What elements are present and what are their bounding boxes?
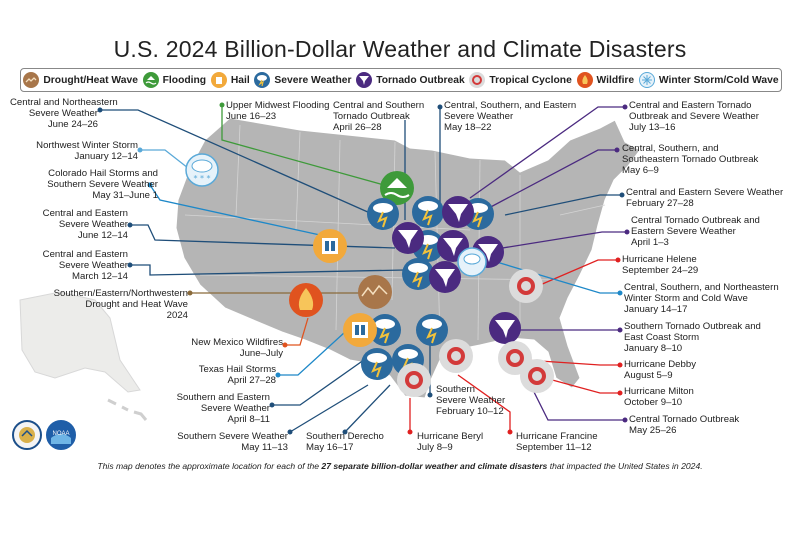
winter-storm-icon (457, 247, 487, 277)
label-colorado-hail: Colorado Hail Storms and Southern Severe … (47, 168, 158, 201)
legend-hail: Hail (210, 72, 250, 88)
leader-l5 (469, 106, 625, 199)
label-drought-heat-wave: Southern/Eastern/Northwestern Drought and… (53, 288, 188, 321)
label-southern-eastern-april: Southern and Eastern Severe Weather April … (176, 392, 270, 425)
svg-text:* * *: * * * (193, 174, 210, 183)
label-upper-midwest-flooding: Upper Midwest Flooding June 16–23 (226, 100, 330, 122)
severe-weather-icon (416, 314, 448, 346)
label-central-tornado-may: Central Tornado Outbreak May 25–26 (629, 414, 740, 436)
svg-text:NOAA: NOAA (52, 431, 69, 437)
label-southern-derecho: Southern Derecho May 16–17 (306, 431, 384, 453)
tornado-icon (489, 312, 521, 344)
label-central-eastern-june: Central and Eastern Severe Weather June 12… (42, 208, 128, 241)
flooding-icon (142, 72, 159, 88)
label-central-eastern-february: Central and Eastern Severe Weather Februa… (626, 187, 784, 209)
legend-winter-storm: Winter Storm/Cold Wave (638, 72, 779, 88)
leader-l18 (524, 359, 620, 366)
label-southern-tornado-january: Southern Tornado Outbreak and East Coast … (624, 321, 761, 354)
label-central-eastern-tornado-july: Central and Eastern Tornado Outbreak and … (629, 100, 759, 133)
hail-icon (210, 72, 227, 88)
winter-storm-icon: * * * (185, 153, 219, 187)
severe-weather-icon (369, 314, 401, 346)
label-hurricane-helene: Hurricane Helene September 24–29 (622, 254, 699, 276)
label-central-tornado-april: Central Tornado Outbreak and Eastern Seve… (631, 215, 760, 248)
leader-l9 (504, 194, 622, 216)
label-northwest-winter-storm: Northwest Winter Storm January 12–14 (36, 140, 138, 162)
leader-l8 (149, 184, 321, 236)
footnote: This map denotes the approximate locatio… (97, 461, 703, 471)
leader-l19 (278, 331, 346, 376)
leader-l10 (130, 224, 396, 249)
drought-icon (358, 275, 392, 309)
severe-weather-icon (412, 196, 444, 228)
tropical-cyclone-icon (469, 72, 486, 88)
tornado-icon (356, 72, 373, 88)
legend: Drought/Heat Wave Flooding Hail Severe W… (20, 68, 782, 92)
label-hurricane-beryl: Hurricane Beryl July 8–9 (417, 431, 484, 453)
legend-wildfire: Wildfire (576, 72, 634, 88)
tropical-cyclone-icon (520, 359, 554, 393)
flooding-icon (380, 171, 414, 205)
label-central-southern-eastern-may: Central, Southern, and Eastern Severe Wea… (444, 100, 577, 133)
label-new-mexico-wildfires: New Mexico Wildfires June–July (191, 337, 283, 359)
legend-severe-weather: Severe Weather (254, 72, 352, 88)
label-southeastern-tornado-may: Central, Southern, and Southeastern Torna… (622, 143, 759, 176)
label-hurricane-francine: Hurricane Francine September 11–12 (516, 431, 598, 453)
severe-weather-icon (254, 72, 271, 88)
hail-icon (313, 229, 347, 263)
leader-l27 (457, 374, 511, 432)
leader-l13 (539, 259, 618, 286)
leader-l7 (469, 149, 617, 219)
label-southern-severe-may: Southern Severe Weather May 11–13 (177, 431, 288, 453)
severe-weather-icon (402, 258, 434, 290)
severe-weather-icon (367, 198, 399, 230)
label-winter-storm-january: Central, Southern, and Northeastern Winte… (624, 282, 779, 315)
legend-tornado: Tornado Outbreak (356, 72, 465, 88)
leader-l1 (100, 109, 371, 214)
severe-weather-icon (361, 348, 393, 380)
noaa-logo: NOAA (46, 420, 76, 450)
leader-l24 (289, 384, 369, 433)
label-texas-hail: Texas Hail Storms April 27–28 (198, 364, 276, 386)
label-central-southern-tornado-april: Central and Southern Tornado Outbreak Apri… (333, 100, 425, 133)
hawaii-shape (107, 398, 148, 421)
tornado-icon (429, 261, 461, 293)
leader-l25 (344, 384, 391, 433)
leader-l20 (544, 377, 620, 394)
tropical-cyclone-icon (509, 269, 543, 303)
label-hurricane-debby: Hurricane Debby August 5–9 (624, 359, 696, 381)
legend-drought: Drought/Heat Wave (23, 72, 138, 88)
tropical-cyclone-icon (397, 363, 431, 397)
leader-l2 (221, 105, 396, 189)
leader-l12 (130, 264, 406, 276)
legend-tropical-cyclone: Tropical Cyclone (469, 72, 572, 88)
page-title: U.S. 2024 Billion-Dollar Weather and Cli… (113, 36, 687, 62)
label-central-northeastern-june: Central and Northeastern Severe Weather Ju… (10, 97, 118, 130)
alaska-shape (19, 291, 141, 393)
winter-storm-icon (638, 72, 655, 88)
wildfire-icon (576, 72, 593, 88)
tornado-icon (442, 196, 474, 228)
leader-l6 (140, 149, 189, 169)
wildfire-icon (289, 283, 323, 317)
label-hurricane-milton: Hurricane Milton October 9–10 (624, 386, 694, 408)
leader-l17 (285, 317, 309, 346)
drought-icon (23, 72, 40, 88)
event-icons: * * * (185, 153, 554, 397)
doc-seal-logo (12, 420, 42, 450)
hail-icon (343, 313, 377, 347)
leader-l21 (272, 349, 379, 406)
leader-l11 (489, 231, 627, 251)
legend-flooding: Flooding (142, 72, 206, 88)
label-central-eastern-march: Central and Eastern Severe Weather March 1… (42, 249, 128, 282)
label-southern-severe-february: Southern Severe Weather February 10–12 (436, 384, 506, 417)
tropical-cyclone-icon (439, 339, 473, 373)
tornado-icon (392, 222, 424, 254)
